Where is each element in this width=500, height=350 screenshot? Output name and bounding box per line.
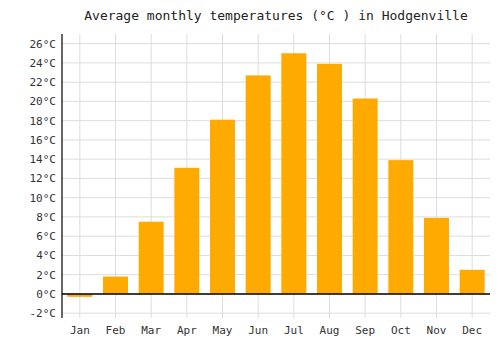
y-grid-line: [62, 139, 490, 140]
bar: [460, 270, 485, 294]
y-tick-label: 0°C: [36, 288, 56, 301]
x-grid-line: [79, 34, 80, 318]
x-tick-label: Jun: [248, 324, 268, 337]
y-tick-label: 2°C: [36, 269, 56, 282]
bar: [281, 53, 306, 294]
x-tick-label: Aug: [320, 324, 340, 337]
zero-line: [62, 293, 490, 295]
bar: [424, 218, 449, 294]
y-tick-label: 4°C: [36, 249, 56, 262]
y-tick-label: 26°C: [30, 38, 57, 51]
x-tick-label: Oct: [391, 324, 411, 337]
x-tick-label: Jul: [284, 324, 304, 337]
y-tick-label: 20°C: [30, 95, 57, 108]
x-tick-label: Jan: [70, 324, 90, 337]
y-tick-label: 6°C: [36, 230, 56, 243]
y-tick-label: 22°C: [30, 76, 57, 89]
bar: [103, 277, 128, 294]
bar: [317, 64, 342, 294]
y-tick-label: 24°C: [30, 57, 57, 70]
y-tick-label: 14°C: [30, 153, 57, 166]
y-grid-line: [62, 313, 490, 314]
bar: [210, 120, 235, 294]
bar: [388, 160, 413, 294]
x-tick-label: Feb: [106, 324, 126, 337]
chart: Average monthly temperatures (°C ) in Ho…: [0, 0, 500, 350]
y-grid-line: [62, 178, 490, 179]
y-grid-line: [62, 82, 490, 83]
y-tick-label: 10°C: [30, 192, 57, 205]
y-tick-label: 18°C: [30, 115, 57, 128]
x-tick-label: May: [213, 324, 233, 337]
y-tick-label: 12°C: [30, 172, 57, 185]
y-grid-line: [62, 197, 490, 198]
bar: [353, 99, 378, 294]
grid: [62, 34, 490, 318]
x-tick-label: Dec: [462, 324, 482, 337]
y-grid-line: [62, 159, 490, 160]
y-grid-line: [62, 216, 490, 217]
x-tick-label: Mar: [141, 324, 161, 337]
y-tick-label: 16°C: [30, 134, 57, 147]
y-tick-label: 8°C: [36, 211, 56, 224]
y-grid-line: [62, 120, 490, 121]
bar: [139, 222, 164, 294]
bar: [246, 75, 271, 294]
y-grid-line: [62, 101, 490, 102]
bars: [67, 53, 484, 297]
x-tick-label: Sep: [355, 324, 375, 337]
x-grid-line: [115, 34, 116, 318]
y-grid-line: [62, 62, 490, 63]
x-tick-label: Nov: [427, 324, 447, 337]
y-grid-line: [62, 293, 490, 294]
y-axis-line: [61, 34, 62, 318]
x-tick-label: Apr: [177, 324, 197, 337]
y-tick-label: -2°C: [30, 307, 57, 320]
title: Average monthly temperatures (°C ) in Ho…: [84, 8, 468, 23]
bar: [174, 168, 199, 294]
y-grid-line: [62, 43, 490, 44]
